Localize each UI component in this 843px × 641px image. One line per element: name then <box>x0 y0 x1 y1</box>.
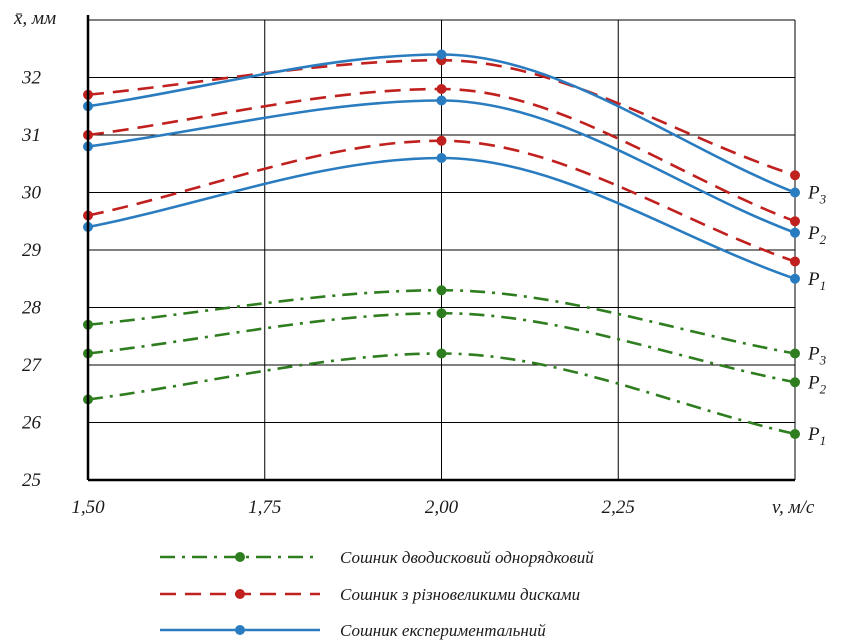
data-point-g1-p1 <box>436 348 447 359</box>
y-tick-label: 32 <box>21 68 42 89</box>
data-point-g2-p2 <box>790 216 800 227</box>
y-tick-label: 26 <box>22 413 42 434</box>
series-end-label: P3 <box>807 183 827 207</box>
series-end-label: P2 <box>807 372 827 396</box>
y-tick-label: 25 <box>22 470 41 491</box>
series-end-label-main: P <box>807 372 820 393</box>
x-axis-label: v, м/с <box>772 497 815 518</box>
x-tick-label: 2,25 <box>602 497 635 518</box>
y-tick-label: 29 <box>22 240 42 261</box>
data-point-g3-p3 <box>790 187 800 198</box>
data-point-g1-p1 <box>790 429 800 439</box>
series-end-label-main: P <box>807 183 820 204</box>
data-point-g3-p3 <box>436 49 447 60</box>
series-end-label-sub: 2 <box>820 381 827 396</box>
data-point-g2-p2 <box>436 84 447 94</box>
y-axis-label: x̄, мм <box>13 8 56 29</box>
series-end-label-main: P <box>807 344 820 365</box>
y-tick-label: 30 <box>21 183 42 204</box>
series-end-label-main: P <box>807 223 820 244</box>
data-point-g3-p2 <box>436 95 447 106</box>
data-point-g2-p3 <box>790 170 800 181</box>
series-end-label-main: P <box>807 424 820 445</box>
data-point-g1-p2 <box>790 377 800 388</box>
y-tick-label: 31 <box>21 125 41 146</box>
x-tick-label: 1,50 <box>71 497 105 518</box>
legend-label-1: Сошник дводисковий однорядковий <box>340 548 594 567</box>
series-end-label-main: P <box>807 269 820 290</box>
legend-marker-1 <box>235 552 245 562</box>
series-end-label-sub: 1 <box>820 278 827 293</box>
data-point-g3-p1 <box>790 273 800 284</box>
plot-area <box>83 49 800 439</box>
data-point-g3-p1 <box>436 153 447 163</box>
data-point-g2-p1 <box>790 256 800 267</box>
series-end-label-sub: 3 <box>819 353 827 368</box>
series-end-label-sub: 3 <box>819 192 827 207</box>
legend-marker-2 <box>235 589 245 599</box>
data-point-g1-p3 <box>436 285 447 296</box>
data-point-g1-p2 <box>436 308 447 319</box>
y-tick-label: 28 <box>22 298 42 319</box>
data-point-g2-p1 <box>436 135 447 146</box>
series-end-label: P2 <box>807 223 827 247</box>
y-tick-label: 27 <box>22 355 43 376</box>
legend-label-3: Сошник експериментальний <box>340 621 546 640</box>
series-end-label-sub: 1 <box>820 433 827 448</box>
data-point-g1-p3 <box>790 348 800 359</box>
series-end-label: P1 <box>807 269 826 293</box>
x-tick-label: 1,75 <box>248 497 281 518</box>
legend: Сошник дводисковий однорядковий Сошник з … <box>160 548 594 640</box>
series-end-label: P1 <box>807 424 826 448</box>
series-end-label-sub: 2 <box>820 232 827 247</box>
x-tick-label: 2,00 <box>425 497 459 518</box>
axes: 25 26 27 28 29 30 31 32 1,50 1,75 2,00 2,25 x̄, мм v,… <box>13 8 815 518</box>
series-end-label: P3 <box>807 344 827 368</box>
legend-marker-3 <box>235 625 245 635</box>
legend-label-2: Сошник з різновеликими дисками <box>340 585 580 604</box>
data-point-g3-p2 <box>790 227 800 238</box>
